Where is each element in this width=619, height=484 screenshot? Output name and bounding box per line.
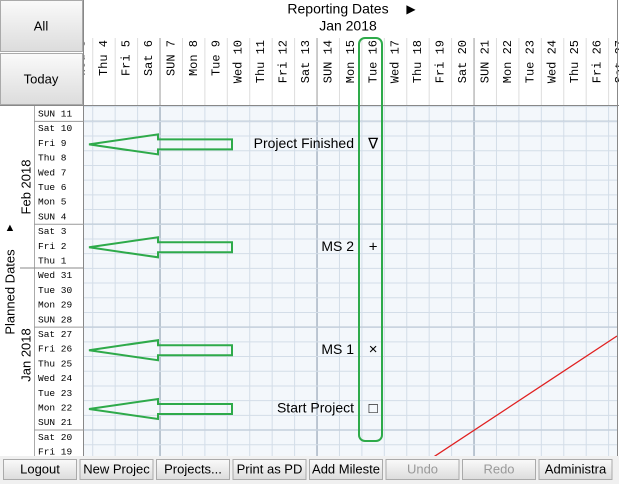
column-label: Sat 6: [142, 40, 156, 76]
button-label: Undo: [407, 461, 438, 476]
button-label[interactable]: Logout: [20, 461, 60, 476]
milestone-symbol[interactable]: □: [369, 400, 378, 417]
side-arrow[interactable]: ▲: [5, 222, 16, 234]
button-label[interactable]: Administra: [545, 461, 607, 476]
column-label: Mon 15: [344, 40, 358, 83]
row-label: SUN 28: [38, 314, 73, 325]
row-label: Mon 29: [38, 300, 73, 311]
arrow: [88, 236, 233, 259]
row-label: SUN 4: [38, 211, 67, 222]
button-label[interactable]: All: [34, 18, 49, 33]
side-title: Planned Dates: [2, 249, 17, 335]
highlight-column: [358, 37, 383, 442]
column-label: Tue 16: [366, 40, 380, 83]
button: [385, 459, 460, 480]
row-label: Fri 19: [38, 447, 73, 458]
milestone-symbol[interactable]: ∇: [367, 135, 379, 152]
column-label: Tue 23: [523, 40, 537, 83]
button[interactable]: [79, 459, 154, 480]
column-label: SUN 14: [321, 40, 335, 83]
column-label: Thu 18: [411, 40, 425, 83]
arrow: [88, 397, 233, 421]
header-title: Reporting Dates: [287, 1, 388, 17]
row-label: Mon 5: [38, 197, 67, 208]
milestone-label: MS 2: [321, 238, 354, 254]
milestone-symbol[interactable]: +: [369, 238, 378, 255]
column-label: Wed 3: [75, 40, 89, 76]
row-label: Wed 24: [38, 373, 73, 384]
row-label: Sat 3: [38, 226, 67, 237]
button[interactable]: [0, 53, 83, 105]
column-label: Wed 10: [232, 40, 246, 83]
header-month: Jan 2018: [319, 18, 377, 34]
row-label: SUN 21: [38, 417, 73, 428]
row-label: Wed 31: [38, 270, 73, 281]
column-label: Mon 22: [501, 40, 515, 83]
button-label[interactable]: Today: [24, 71, 59, 86]
column-label: Fri 5: [120, 40, 134, 76]
column-label: SUN 7: [164, 40, 178, 76]
milestone-symbol[interactable]: ×: [369, 341, 378, 358]
row-label: Tue 30: [38, 285, 73, 296]
header-arrow[interactable]: ▶: [406, 2, 416, 16]
column-label: Sat 20: [456, 40, 470, 83]
row-label: Fri 9: [38, 138, 67, 149]
column-label: Wed 17: [389, 40, 403, 83]
button-label[interactable]: New Projec: [83, 461, 150, 476]
button: [462, 459, 536, 480]
grid-area: [84, 106, 617, 456]
side-month: Jan 2018: [18, 328, 33, 382]
row-label: Tue 6: [38, 182, 67, 193]
row-label: Thu 25: [38, 358, 73, 369]
button-label: Redo: [483, 461, 514, 476]
button[interactable]: [156, 459, 230, 480]
row-label: SUN 11: [38, 109, 73, 120]
column-label: Fri 19: [434, 40, 448, 83]
button-label[interactable]: Projects...: [164, 461, 222, 476]
column-label: Mon 8: [187, 40, 201, 76]
column-label: Sat 27: [613, 40, 619, 83]
column-label: Thu 4: [97, 40, 111, 76]
arrow: [88, 339, 233, 362]
row-label: Sat 27: [38, 329, 72, 340]
button[interactable]: [0, 0, 83, 52]
button[interactable]: [538, 459, 613, 480]
column-label: Tue 9: [209, 40, 223, 76]
button[interactable]: [232, 459, 307, 480]
milestone-label: MS 1: [321, 341, 354, 357]
row-label: Tue 23: [38, 388, 73, 399]
button-label[interactable]: Print as PD: [237, 461, 303, 476]
row-label: Wed 7: [38, 167, 67, 178]
row-label: Fri 2: [38, 241, 67, 252]
arrow: [88, 133, 233, 156]
column-label: Fri 12: [277, 40, 291, 83]
row-label: Sat 20: [38, 432, 73, 443]
row-label: Mon 22: [38, 403, 73, 414]
trend-line: [433, 335, 617, 456]
column-label: SUN 21: [478, 40, 492, 83]
row-label: Fri 26: [38, 344, 73, 355]
button[interactable]: [309, 459, 383, 480]
column-label: Thu 25: [568, 40, 582, 83]
button-label[interactable]: Add Mileste: [312, 461, 380, 476]
row-label: Thu 8: [38, 153, 67, 164]
column-label: Fri 26: [591, 40, 605, 83]
column-label: Sat 13: [299, 40, 313, 83]
milestone-label: Project Finished: [254, 135, 354, 151]
milestone-label: Start Project: [277, 400, 354, 416]
button[interactable]: [3, 459, 77, 480]
column-label: Wed 24: [546, 40, 560, 83]
row-label: Sat 10: [38, 123, 73, 134]
row-label: Thu 1: [38, 256, 67, 267]
column-label: Thu 11: [254, 40, 268, 83]
side-month: Feb 2018: [18, 160, 33, 215]
